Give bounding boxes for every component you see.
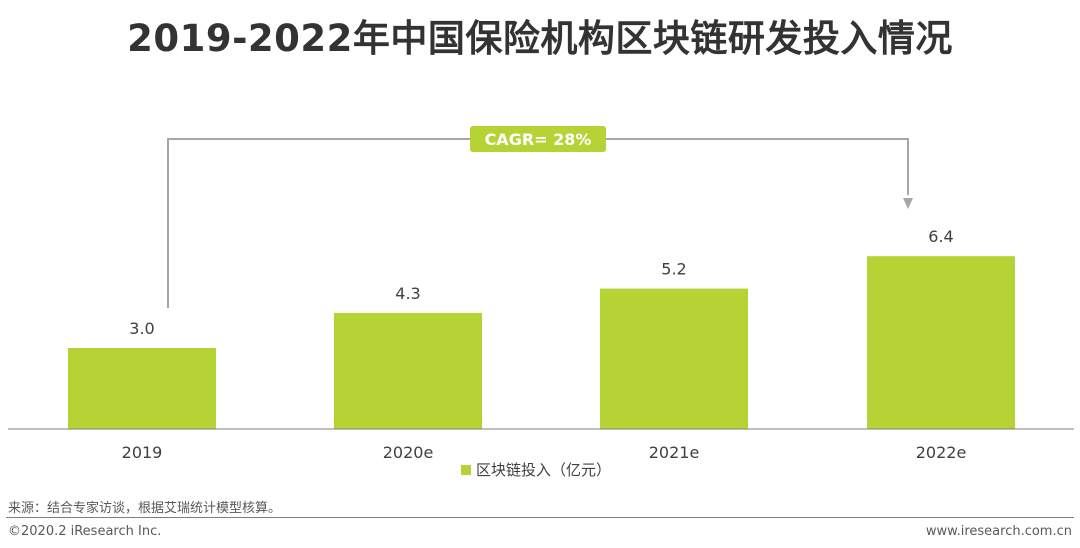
bar-2022e bbox=[867, 256, 1015, 429]
cagr-badge bbox=[470, 126, 606, 152]
data-label-2022e: 6.4 bbox=[928, 227, 953, 246]
cagr-arrowhead bbox=[903, 198, 913, 209]
x-tick-label-2020e: 2020e bbox=[383, 443, 434, 462]
x-tick-label-2019: 2019 bbox=[122, 443, 163, 462]
cagr-badge-text: CAGR= 28% bbox=[485, 130, 592, 149]
chart-title: 2019-2022年中国保险机构区块链研发投入情况 bbox=[127, 17, 953, 60]
x-tick-label-2022e: 2022e bbox=[916, 443, 967, 462]
x-tick-label-2021e: 2021e bbox=[649, 443, 700, 462]
legend-label: 区块链投入（亿元） bbox=[476, 461, 611, 479]
source-note: 来源：结合专家访谈，根据艾瑞统计模型核算。 bbox=[8, 501, 282, 516]
bar-2019 bbox=[68, 348, 216, 429]
footer-divider bbox=[6, 517, 1074, 518]
data-label-2021e: 5.2 bbox=[661, 260, 686, 279]
data-label-2019: 3.0 bbox=[129, 319, 154, 338]
website-url: www.iresearch.com.cn bbox=[925, 524, 1072, 539]
copyright-text: ©2020.2 iResearch Inc. bbox=[8, 524, 162, 539]
data-label-2020e: 4.3 bbox=[395, 284, 420, 303]
bar-2021e bbox=[600, 288, 748, 429]
legend-swatch bbox=[461, 465, 471, 475]
bar-2020e bbox=[334, 312, 482, 429]
cagr-bracket-line bbox=[167, 138, 909, 308]
